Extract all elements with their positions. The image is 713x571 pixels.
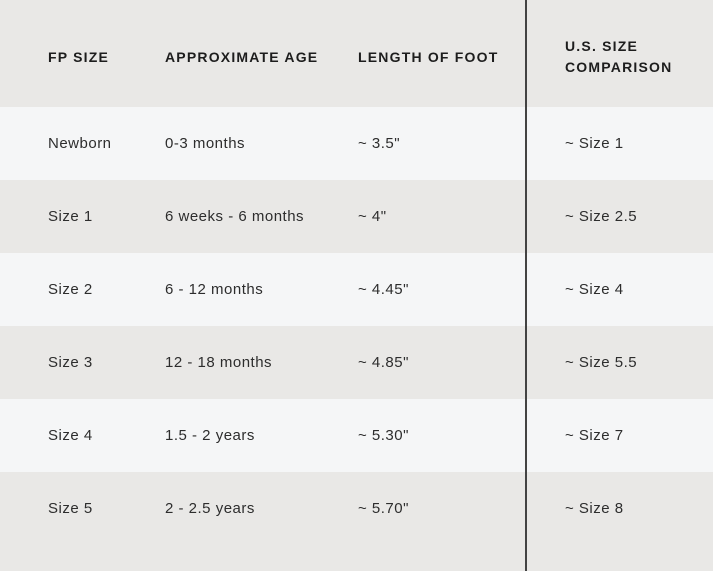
header-us-size-comparison: U.S. SIZE COMPARISON [565, 38, 673, 75]
table-row: Size 5 2 - 2.5 years ~ 5.70" ~ Size 8 [0, 472, 713, 545]
cell-length-of-foot: ~ 4.85" [358, 354, 409, 371]
header-length-of-foot: LENGTH OF FOOT [358, 49, 499, 65]
cell-fp-size: Size 5 [48, 500, 93, 517]
cell-fp-size: Size 4 [48, 427, 93, 444]
table-row: Size 2 6 - 12 months ~ 4.45" ~ Size 4 [0, 253, 713, 326]
cell-us-size: ~ Size 7 [565, 427, 624, 444]
cell-fp-size: Size 2 [48, 281, 93, 298]
cell-approximate-age: 12 - 18 months [165, 354, 273, 371]
cell-approximate-age: 6 weeks - 6 months [165, 208, 305, 225]
cell-length-of-foot: ~ 5.30" [358, 427, 409, 444]
cell-approximate-age: 0-3 months [165, 135, 246, 152]
cell-length-of-foot: ~ 4" [358, 208, 387, 225]
cell-approximate-age: 2 - 2.5 years [165, 500, 255, 517]
table-header-row: FP SIZE APPROXIMATE AGE LENGTH OF FOOT U… [0, 0, 713, 107]
cell-length-of-foot: ~ 5.70" [358, 500, 409, 517]
cell-us-size: ~ Size 4 [565, 281, 624, 298]
table-row: Size 4 1.5 - 2 years ~ 5.30" ~ Size 7 [0, 399, 713, 472]
cell-length-of-foot: ~ 4.45" [358, 281, 409, 298]
cell-length-of-foot: ~ 3.5" [358, 135, 401, 152]
table-row: Size 3 12 - 18 months ~ 4.85" ~ Size 5.5 [0, 326, 713, 399]
header-approximate-age: APPROXIMATE AGE [165, 49, 319, 65]
table-row: Newborn 0-3 months ~ 3.5" ~ Size 1 [0, 107, 713, 180]
cell-us-size: ~ Size 8 [565, 500, 624, 517]
cell-approximate-age: 1.5 - 2 years [165, 427, 255, 444]
table-row: Size 1 6 weeks - 6 months ~ 4" ~ Size 2.… [0, 180, 713, 253]
header-fp-size: FP SIZE [48, 49, 110, 65]
cell-us-size: ~ Size 2.5 [565, 208, 638, 225]
cell-us-size: ~ Size 5.5 [565, 354, 638, 371]
column-divider-line [525, 0, 527, 571]
cell-fp-size: Size 3 [48, 354, 93, 371]
cell-fp-size: Size 1 [48, 208, 93, 225]
cell-us-size: ~ Size 1 [565, 135, 624, 152]
cell-fp-size: Newborn [48, 135, 112, 152]
cell-approximate-age: 6 - 12 months [165, 281, 264, 298]
